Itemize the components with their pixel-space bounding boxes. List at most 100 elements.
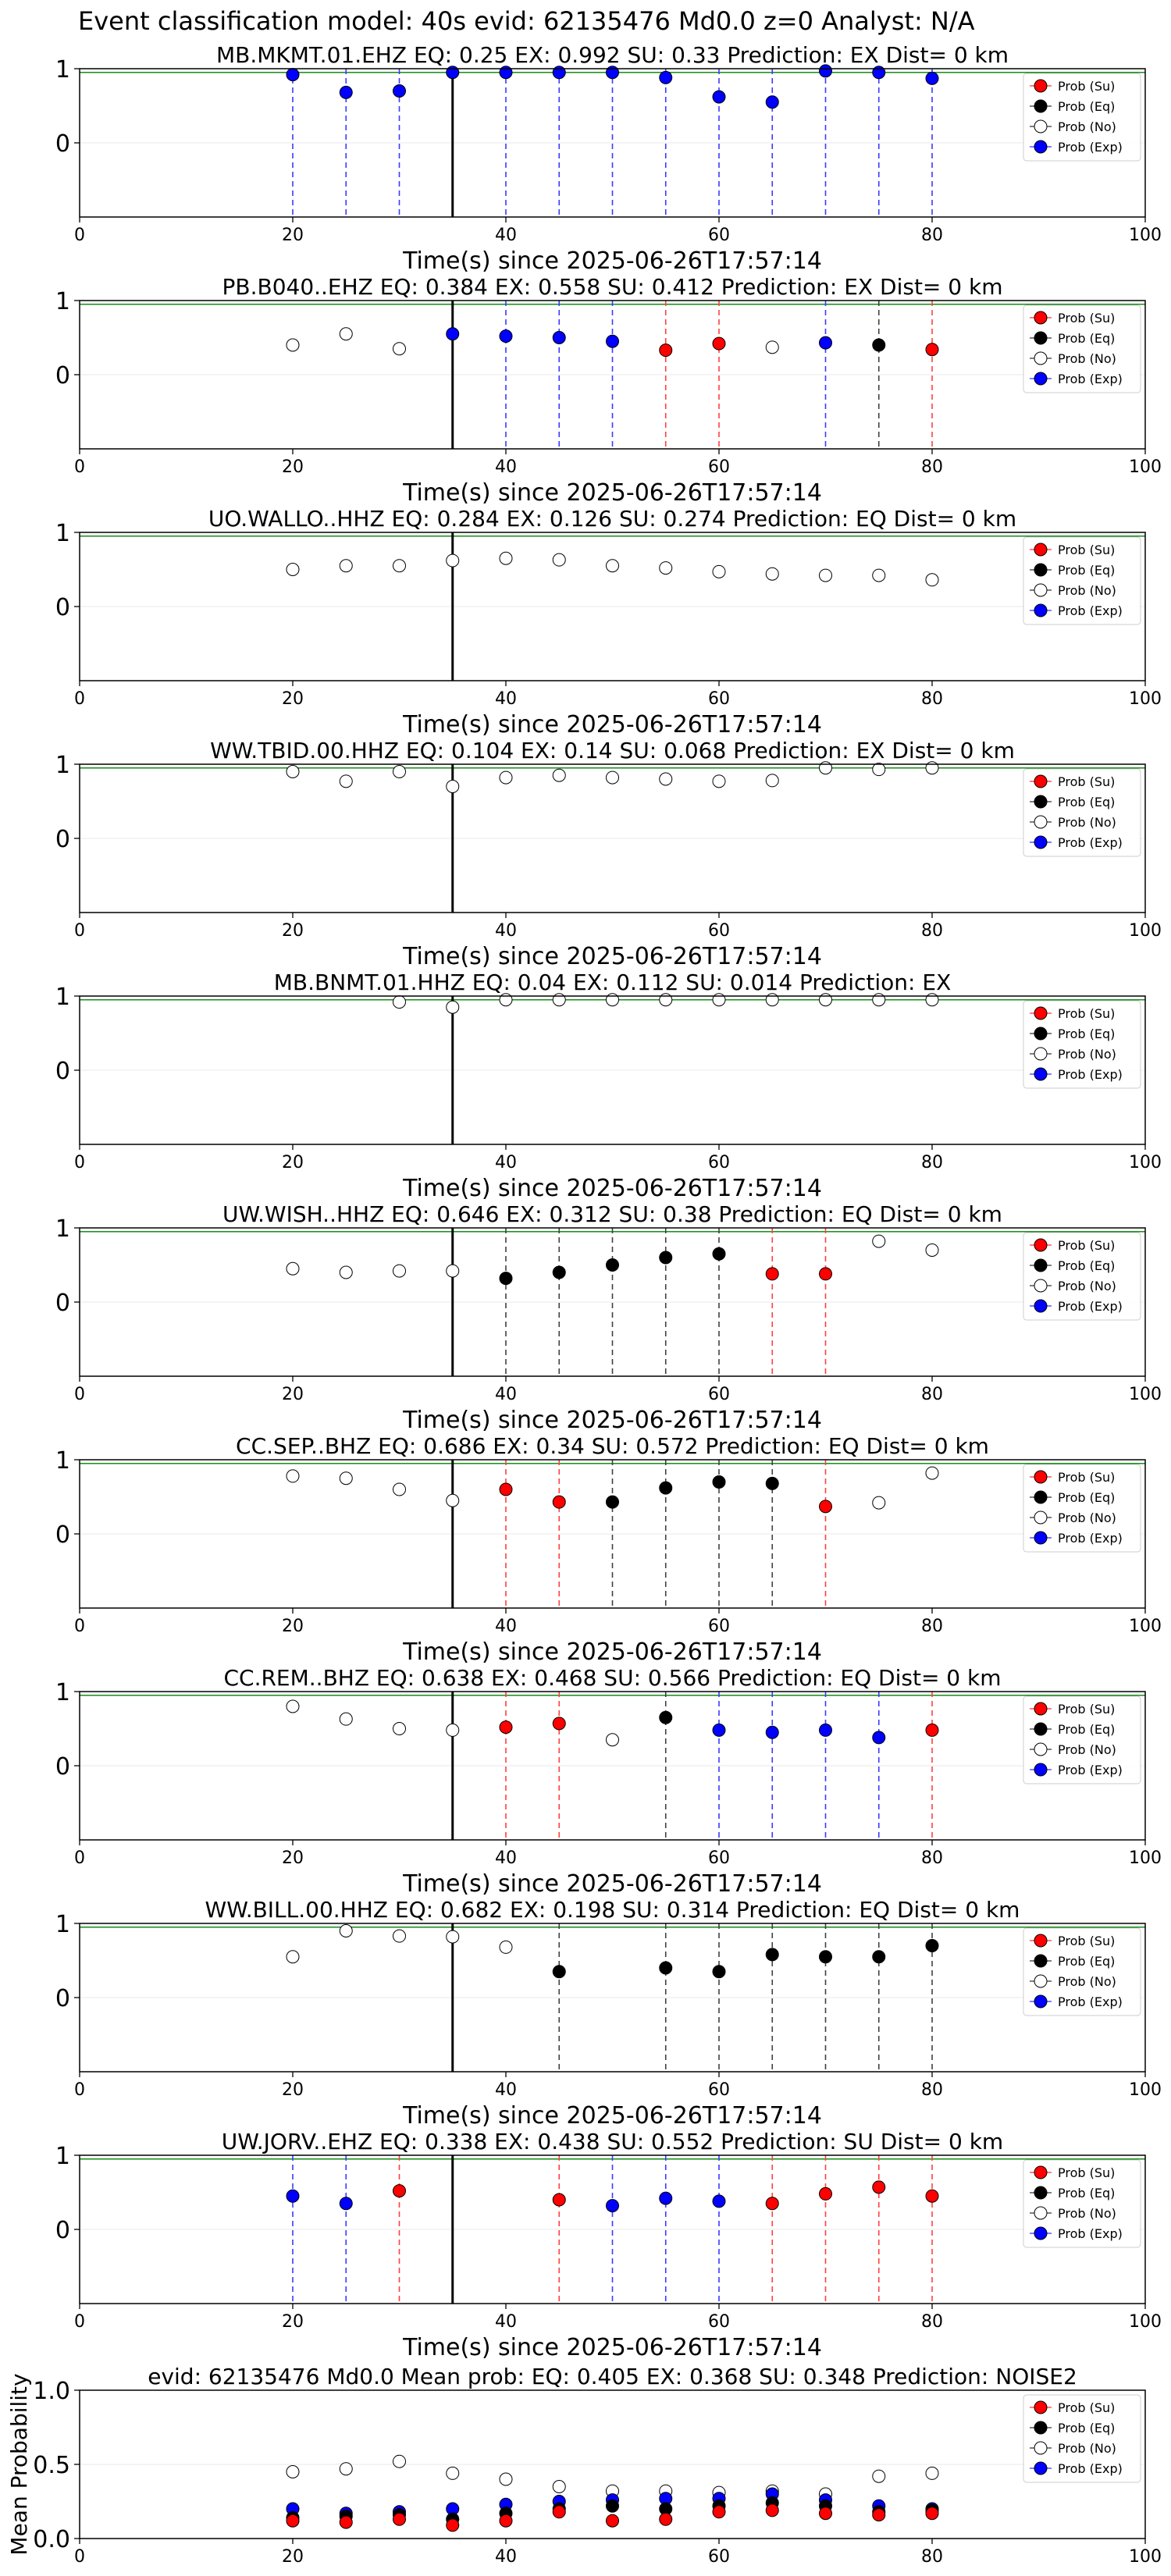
- mean-prob-point-su: [819, 2507, 832, 2521]
- prob-point-no: [446, 1493, 460, 1507]
- legend-label-su: Prob (Su): [1058, 1238, 1115, 1253]
- subplot-title: PB.B040..EHZ EQ: 0.384 EX: 0.558 SU: 0.4…: [222, 274, 1002, 300]
- legend-label-ex: Prob (Exp): [1058, 603, 1123, 618]
- legend-label-no: Prob (No): [1058, 1279, 1116, 1293]
- prob-point-no: [393, 559, 406, 573]
- x-tick-label: 100: [1129, 689, 1162, 709]
- prob-point-no: [446, 1930, 460, 1944]
- x-tick-label: 20: [282, 1848, 304, 1868]
- legend-frame: [1023, 536, 1141, 625]
- legend-label-no: Prob (No): [1058, 1510, 1116, 1525]
- prob-point-ex: [659, 70, 673, 84]
- y-tick-label: 1: [55, 1911, 70, 1938]
- legend-label-ex: Prob (Exp): [1058, 1994, 1123, 2009]
- legend-label-eq: Prob (Eq): [1058, 1954, 1115, 1969]
- legend-label-no: Prob (No): [1058, 1047, 1116, 1062]
- y-tick-label: 1: [55, 56, 70, 84]
- subplot-title: CC.REM..BHZ EQ: 0.638 EX: 0.468 SU: 0.56…: [223, 1665, 1001, 1691]
- legend-marker-eq: [1034, 2186, 1048, 2200]
- prob-point-no: [499, 551, 513, 565]
- prob-point-eq: [712, 1475, 726, 1489]
- legend-label-su: Prob (Su): [1058, 2165, 1115, 2180]
- x-tick-label: 20: [282, 689, 304, 709]
- prob-point-no: [712, 774, 726, 788]
- prob-point-no: [925, 761, 939, 775]
- legend-marker-eq: [1034, 99, 1048, 113]
- prob-point-no: [339, 1471, 353, 1485]
- y-tick-label: 0: [55, 1753, 70, 1781]
- prob-point-no: [872, 763, 886, 777]
- y-tick-label: 0: [55, 1985, 70, 2012]
- y-axis-label: Mean Probability: [6, 2373, 32, 2555]
- x-tick-label: 80: [921, 921, 943, 941]
- prob-point-no: [765, 993, 779, 1007]
- legend-marker-ex: [1034, 1299, 1048, 1313]
- legend-label-ex: Prob (Exp): [1058, 835, 1123, 850]
- prob-point-no: [393, 1722, 406, 1735]
- prob-point-eq: [552, 1965, 566, 1979]
- x-tick-label: 80: [921, 2547, 943, 2567]
- x-tick-label: 0: [74, 1848, 85, 1868]
- x-tick-label: 80: [921, 2312, 943, 2332]
- y-tick-label: 1: [55, 288, 70, 315]
- subplot-11: 0 20 40 60 80 100 0.0 0.5 1.0 evid: 62135476 Md0.…: [6, 2364, 1162, 2567]
- prob-point-su: [925, 343, 939, 357]
- x-axis-label: Time(s) since 2025-06-26T17:57:14: [402, 2102, 822, 2129]
- legend: Prob (Su) Prob (Eq) Prob (No) Prob (Exp): [1023, 1927, 1141, 2016]
- legend: Prob (Su) Prob (Eq) Prob (No) Prob (Exp): [1023, 536, 1141, 625]
- y-tick-label: 1.0: [33, 2378, 70, 2405]
- prob-point-ex: [765, 1725, 779, 1739]
- prob-point-no: [712, 993, 726, 1007]
- prob-point-su: [872, 2180, 886, 2194]
- prob-point-su: [552, 2193, 566, 2207]
- prob-point-ex: [872, 1731, 886, 1745]
- legend-marker-ex: [1034, 140, 1048, 154]
- prob-point-eq: [606, 1495, 619, 1509]
- prob-point-eq: [659, 1481, 673, 1495]
- legend-frame: [1023, 73, 1141, 162]
- x-tick-label: 40: [495, 2080, 517, 2100]
- y-tick-label: 0: [55, 130, 70, 158]
- prob-point-no: [393, 1929, 406, 1943]
- prob-point-no: [393, 1482, 406, 1496]
- legend-label-no: Prob (No): [1058, 119, 1116, 134]
- legend-marker-su: [1034, 79, 1048, 93]
- subplot-title: UO.WALLO..HHZ EQ: 0.284 EX: 0.126 SU: 0.…: [208, 506, 1016, 532]
- x-tick-label: 40: [495, 226, 517, 245]
- legend-marker-no: [1034, 1974, 1048, 1988]
- legend-label-eq: Prob (Eq): [1058, 795, 1115, 809]
- x-tick-label: 0: [74, 689, 85, 709]
- prob-point-no: [765, 340, 779, 354]
- legend-label-eq: Prob (Eq): [1058, 1026, 1115, 1041]
- prob-point-no: [552, 993, 566, 1007]
- x-tick-label: 0: [74, 2547, 85, 2567]
- x-tick-label: 60: [708, 1385, 730, 1404]
- legend: Prob (Su) Prob (Eq) Prob (No) Prob (Exp): [1023, 2394, 1141, 2483]
- prob-point-no: [499, 770, 513, 785]
- y-tick-label: 0: [55, 362, 70, 390]
- legend-marker-no: [1034, 1742, 1048, 1756]
- mean-prob-point-su: [286, 2514, 300, 2528]
- prob-point-su: [659, 343, 673, 358]
- legend-label-no: Prob (No): [1058, 351, 1116, 366]
- prob-point-no: [606, 1733, 619, 1747]
- legend-marker-ex: [1034, 1994, 1048, 2008]
- legend-label-ex: Prob (Exp): [1058, 1531, 1123, 1546]
- prob-point-no: [393, 995, 406, 1009]
- subplot-7: 0 20 40 60 80 100 0 1 CC.SEP..BHZ EQ: 0.686 EX: …: [55, 1433, 1162, 1666]
- x-axis-label: Time(s) since 2025-06-26T17:57:14: [402, 1638, 822, 1666]
- legend-label-ex: Prob (Exp): [1058, 2461, 1123, 2476]
- prob-point-su: [819, 1267, 832, 1281]
- legend-marker-eq: [1034, 1954, 1048, 1968]
- legend-marker-su: [1034, 1238, 1048, 1252]
- prob-point-su: [552, 1495, 566, 1509]
- prob-point-no: [819, 993, 832, 1007]
- legend-label-no: Prob (No): [1058, 1974, 1116, 1989]
- legend-marker-ex: [1034, 2461, 1048, 2475]
- prob-point-no: [925, 1466, 939, 1480]
- mean-prob-point-su: [446, 2518, 460, 2532]
- prob-point-eq: [659, 1710, 673, 1724]
- prob-point-no: [925, 1244, 939, 1257]
- x-tick-label: 80: [921, 1617, 943, 1636]
- y-tick-label: 0.5: [33, 2452, 70, 2479]
